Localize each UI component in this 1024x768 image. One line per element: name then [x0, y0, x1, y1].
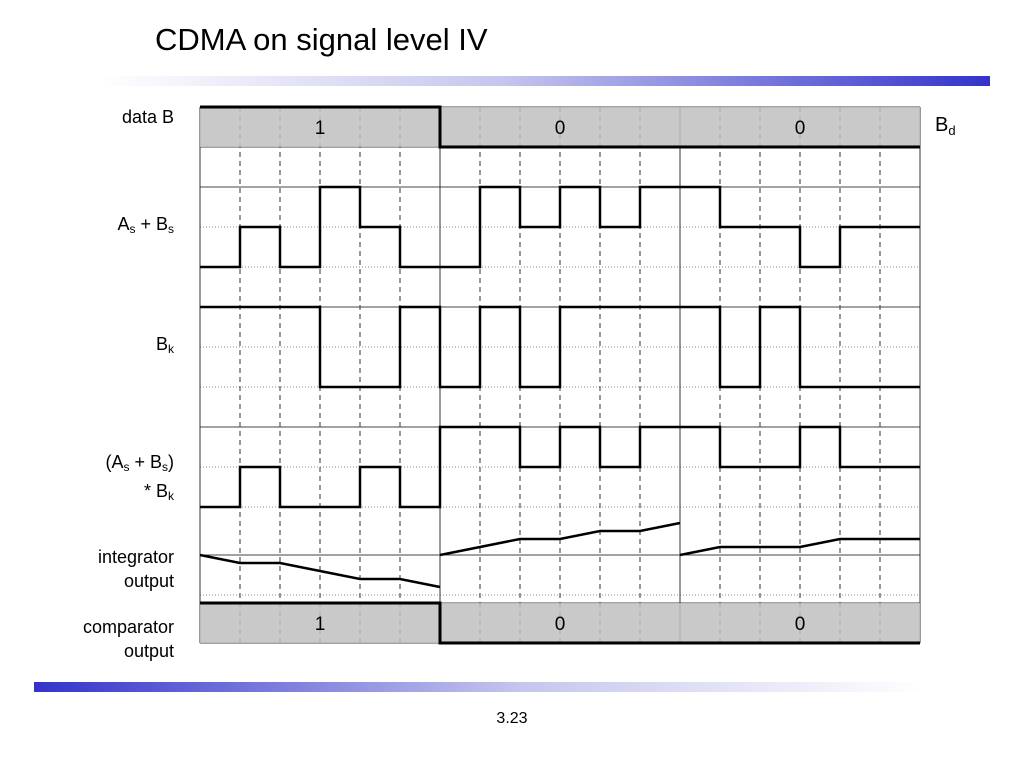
title-underline-bar — [100, 76, 990, 86]
data-bit-cell — [680, 107, 920, 147]
comparator-bit-value: 0 — [555, 614, 566, 635]
as-plus-bs-signal-line — [200, 185, 920, 269]
comparator-bit-cell — [200, 603, 440, 643]
integrator-waveform — [199, 521, 920, 589]
label-product: (As + Bs) * Bk — [105, 452, 174, 503]
comparator-bit-cell — [440, 603, 680, 643]
slide-title: CDMA on signal level IV — [155, 22, 488, 57]
page-number: 3.23 — [496, 710, 528, 727]
data-bit-value: 0 — [555, 118, 566, 139]
label-integrator-output: integrator output — [97, 547, 174, 591]
comparator-bit-row: 1 0 0 — [200, 601, 920, 645]
comparator-bit-cell — [680, 603, 920, 643]
integrator-ramp-line — [679, 537, 920, 557]
comparator-bit-value: 0 — [795, 614, 806, 635]
data-bit-value: 0 — [795, 118, 806, 139]
data-bit-value: 1 — [315, 118, 326, 139]
integrator-ramp-line — [439, 521, 681, 557]
comparator-bit-value: 1 — [315, 614, 326, 635]
comparator-bit-signal-edge — [200, 601, 920, 645]
label-comparator-output: comparator output — [82, 617, 174, 661]
label-data-b: data B — [121, 107, 174, 127]
bk-signal-line — [200, 305, 920, 389]
label-bd: Bd — [935, 114, 956, 138]
product-waveform — [200, 425, 920, 509]
product-signal-line — [200, 425, 920, 509]
bk-code-waveform — [200, 305, 920, 389]
label-bk: Bk — [155, 334, 174, 356]
data-bit-cell — [200, 107, 440, 147]
data-bit-cell — [440, 107, 680, 147]
as-plus-bs-waveform — [200, 185, 920, 269]
label-as-bs: As + Bs — [117, 214, 174, 236]
integrator-ramp-line — [199, 553, 441, 589]
footer-bar — [34, 682, 924, 692]
data-bit-row: 1 0 0 — [200, 105, 920, 149]
data-bit-signal-edge — [200, 105, 920, 149]
